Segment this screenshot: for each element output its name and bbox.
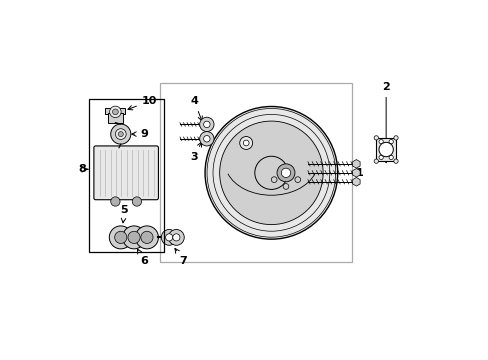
Text: 7: 7	[175, 248, 187, 266]
Circle shape	[141, 231, 153, 243]
Circle shape	[132, 197, 142, 206]
Text: 9: 9	[132, 129, 148, 139]
Circle shape	[243, 140, 248, 146]
Bar	[105, 108, 125, 114]
Circle shape	[203, 135, 210, 142]
Circle shape	[294, 177, 300, 183]
Bar	[376, 138, 395, 161]
Circle shape	[135, 226, 158, 249]
Circle shape	[277, 164, 294, 182]
Circle shape	[204, 107, 337, 239]
Circle shape	[254, 156, 287, 189]
Circle shape	[118, 132, 123, 136]
Circle shape	[122, 226, 145, 249]
Circle shape	[373, 136, 378, 140]
Circle shape	[393, 159, 397, 163]
Circle shape	[378, 139, 383, 144]
Circle shape	[219, 121, 323, 225]
Text: 1: 1	[352, 168, 363, 178]
Circle shape	[161, 229, 177, 245]
Circle shape	[110, 124, 131, 144]
Text: 4: 4	[190, 96, 202, 121]
Circle shape	[203, 121, 210, 128]
Circle shape	[388, 139, 392, 144]
Circle shape	[281, 168, 290, 177]
Bar	[107, 113, 123, 123]
Circle shape	[239, 136, 252, 149]
Circle shape	[172, 234, 180, 241]
Circle shape	[165, 234, 172, 241]
Circle shape	[109, 106, 121, 118]
Circle shape	[393, 136, 397, 140]
Bar	[88, 99, 163, 252]
Circle shape	[378, 142, 392, 157]
Text: 10: 10	[128, 96, 157, 110]
Circle shape	[115, 129, 126, 139]
Circle shape	[109, 226, 132, 249]
Text: 6: 6	[137, 249, 148, 266]
Circle shape	[115, 231, 126, 243]
Text: 5: 5	[121, 206, 128, 223]
FancyBboxPatch shape	[94, 146, 158, 200]
Circle shape	[110, 197, 120, 206]
Circle shape	[199, 117, 214, 132]
Text: 2: 2	[382, 82, 389, 163]
Text: 8: 8	[79, 164, 86, 174]
Circle shape	[112, 109, 118, 115]
Circle shape	[128, 231, 140, 243]
Circle shape	[378, 155, 383, 159]
Text: 3: 3	[190, 142, 201, 162]
Circle shape	[283, 184, 288, 189]
Circle shape	[168, 229, 184, 245]
Circle shape	[388, 155, 392, 159]
Circle shape	[199, 132, 214, 146]
Bar	[160, 83, 351, 262]
Circle shape	[271, 177, 277, 183]
Circle shape	[373, 159, 378, 163]
